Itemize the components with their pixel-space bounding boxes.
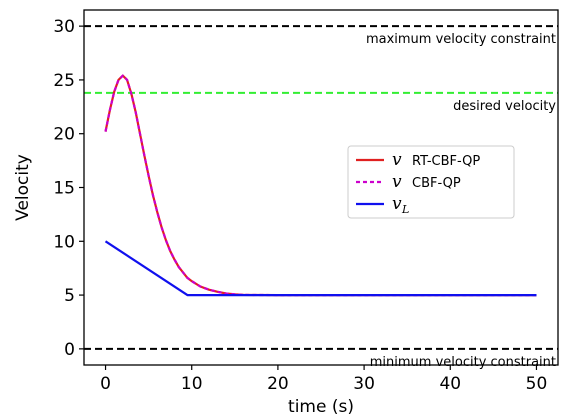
- legend-label-0: RT-CBF-QP: [412, 154, 480, 169]
- legend-symbol-0: v: [392, 150, 402, 170]
- y-axis-label: Velocity: [13, 154, 33, 221]
- x-axis-ticks: 0 10 20 30 40 50: [100, 365, 547, 394]
- y-tick-label: 0: [64, 340, 75, 360]
- x-tick-label: 20: [267, 374, 289, 394]
- legend-symbol-1: v: [392, 172, 402, 192]
- x-axis-label: time (s): [288, 397, 354, 417]
- series-line-2: [104, 240, 537, 297]
- legend-box: [347, 145, 515, 219]
- legend-symbol-2: v: [392, 194, 402, 214]
- y-tick-label: 25: [53, 71, 75, 91]
- reference-label-2: minimum velocity constraint: [370, 355, 556, 370]
- reference-label-1: desired velocity: [453, 99, 556, 114]
- y-tick-label: 10: [53, 232, 75, 252]
- y-axis-ticks: 0 5 10 15 20 25 30: [53, 17, 84, 360]
- reference-line-labels: maximum velocity constraint desired veloc…: [366, 32, 556, 370]
- reference-lines: [84, 25, 558, 350]
- legend-label-1: CBF-QP: [412, 176, 461, 191]
- x-tick-label: 40: [439, 374, 461, 394]
- x-tick-label: 50: [526, 374, 548, 394]
- y-tick-label: 15: [53, 179, 75, 199]
- x-tick-label: 30: [353, 374, 375, 394]
- y-tick-label: 20: [53, 125, 75, 145]
- legend-subscript-2: L: [401, 203, 409, 216]
- legend: v RT-CBF-QPv CBF-QPv L: [347, 145, 515, 219]
- reference-label-0: maximum velocity constraint: [366, 32, 556, 47]
- y-tick-label: 5: [64, 286, 75, 306]
- y-tick-label: 30: [53, 17, 75, 37]
- x-tick-label: 0: [100, 374, 111, 394]
- series-lines: [104, 74, 537, 297]
- x-tick-label: 10: [181, 374, 203, 394]
